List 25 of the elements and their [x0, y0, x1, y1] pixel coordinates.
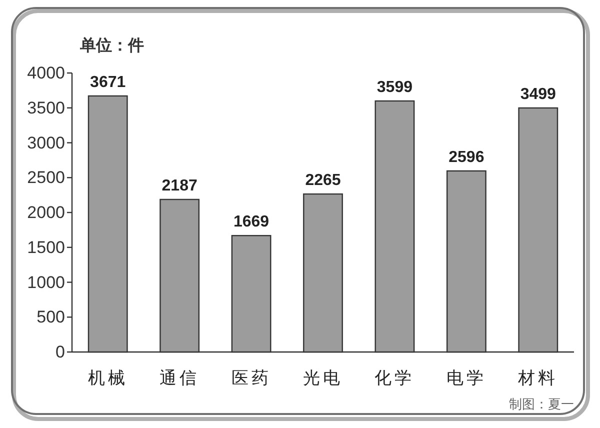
- data-label: 3499: [520, 86, 556, 103]
- data-label: 2265: [305, 172, 341, 190]
- x-tick-label: 光电: [303, 368, 343, 388]
- x-tick-label: 医药: [231, 368, 272, 388]
- data-label: 2187: [162, 177, 198, 194]
- data-label: 3671: [90, 74, 126, 91]
- x-tick-label: 电学: [446, 368, 486, 388]
- x-tick-label: 化学: [374, 368, 415, 388]
- y-tick-label: 3000: [27, 133, 65, 152]
- y-tick-label: 4000: [27, 64, 65, 82]
- y-tick-label: 1500: [27, 238, 65, 257]
- data-label: 1669: [233, 214, 270, 231]
- y-tick-label: 3500: [27, 98, 65, 118]
- y-axis-title: 单位：件: [79, 36, 144, 54]
- y-tick-label: 2500: [27, 168, 65, 188]
- x-tick-label: 机械: [88, 368, 128, 388]
- x-tick-label: 材料: [517, 368, 558, 388]
- data-label: 3599: [376, 78, 413, 96]
- text: 制图：夏一: [509, 396, 574, 412]
- y-tick-label: 1000: [27, 272, 65, 292]
- y-tick-label: 0: [56, 342, 65, 362]
- y-tick-label: 2000: [27, 203, 65, 222]
- data-label: 2596: [448, 148, 484, 166]
- y-tick-label: 500: [36, 308, 65, 327]
- x-tick-label: 通信: [160, 368, 200, 388]
